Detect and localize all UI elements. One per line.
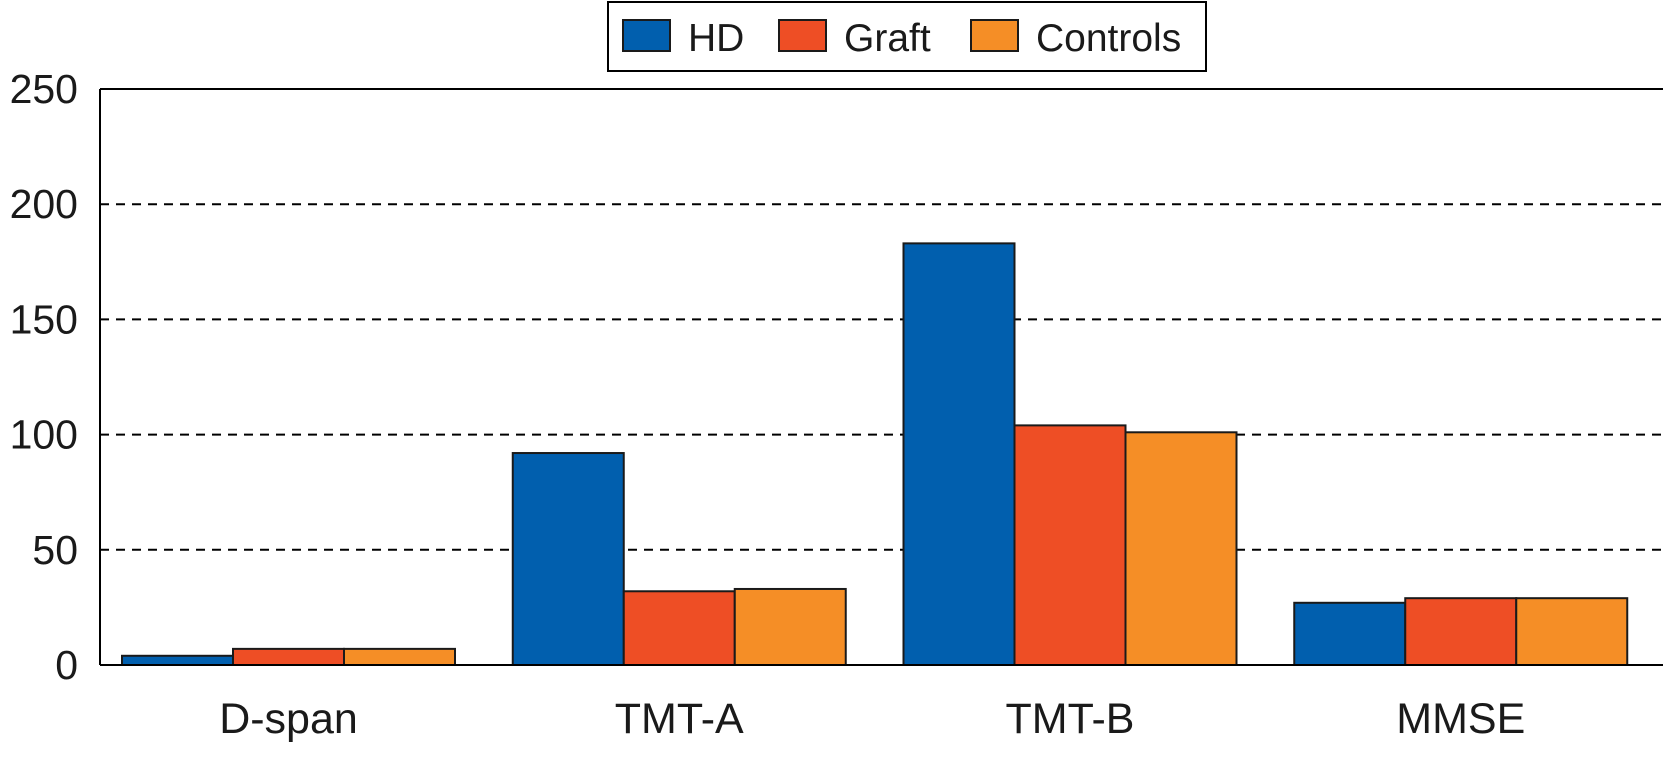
x-tick-labels: D-span TMT-A TMT-B MMSE <box>219 695 1525 743</box>
legend-label: Controls <box>1036 17 1181 60</box>
grid-lines <box>100 203 1663 551</box>
legend-box <box>607 1 1207 72</box>
bar-graft-tmt-a <box>622 590 736 666</box>
bar-hd-d-span <box>121 654 234 666</box>
x-tick-label: D-span <box>219 695 358 743</box>
y-tick-label: 150 <box>10 296 78 342</box>
legend-swatch <box>778 19 827 52</box>
x-tick-label: MMSE <box>1396 695 1525 743</box>
legend-item-hd: HD <box>622 17 744 60</box>
bar-controls-d-span <box>343 647 456 667</box>
bar-graft-mmse <box>1404 597 1518 667</box>
bar-hd-tmt-a <box>511 452 625 667</box>
legend-swatch <box>970 19 1019 52</box>
y-tick-label: 50 <box>32 527 78 573</box>
bar-graft-tmt-b <box>1013 424 1127 666</box>
bar-controls-mmse <box>1515 597 1629 667</box>
legend-label: Graft <box>844 17 931 60</box>
bar-hd-mmse <box>1293 601 1407 666</box>
legend: HD Graft Controls <box>607 1 1207 72</box>
y-tick-label: 100 <box>10 412 78 458</box>
bar-controls-tmt-b <box>1124 431 1238 666</box>
bar-hd-tmt-b <box>902 242 1016 666</box>
legend-item-controls: Controls <box>970 17 1181 60</box>
x-tick-label: TMT-B <box>1006 695 1135 743</box>
legend-swatch <box>622 19 671 52</box>
x-tick-label: TMT-A <box>615 695 744 743</box>
y-tick-label: 0 <box>55 642 78 688</box>
legend-label: HD <box>688 17 744 60</box>
y-tick-label: 200 <box>10 181 78 227</box>
bar-graft-d-span <box>232 647 345 667</box>
y-tick-label: 250 <box>10 66 78 112</box>
bar-controls-tmt-a <box>733 587 847 667</box>
y-tick-labels: 0 50 100 150 200 250 <box>10 66 78 688</box>
axes <box>99 88 1663 666</box>
legend-item-graft: Graft <box>778 17 931 60</box>
bars <box>121 242 1629 667</box>
